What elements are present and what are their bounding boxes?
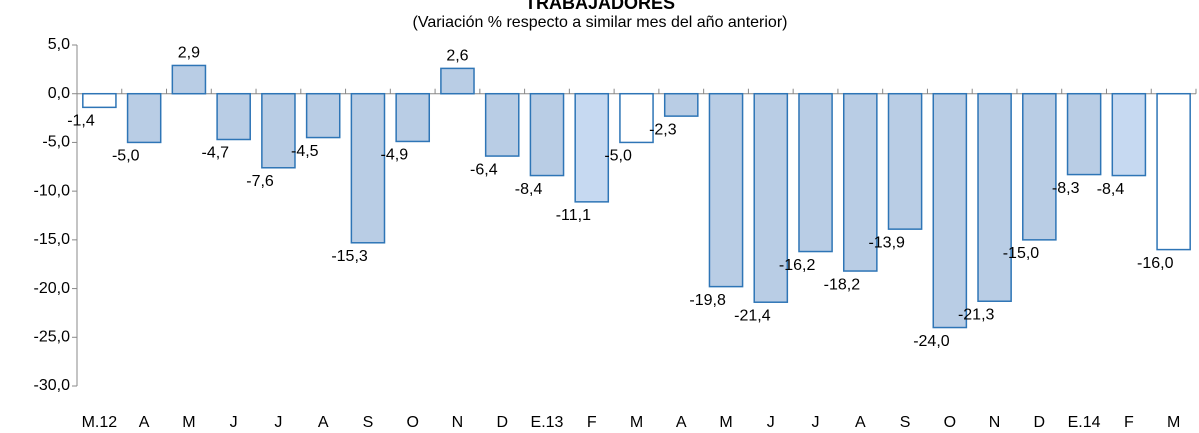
value-label: -6,4 [470, 161, 498, 178]
bar [1111, 92, 1147, 177]
y-tick-label: -15,0 [34, 231, 71, 248]
bar [619, 92, 654, 144]
bar [1022, 92, 1057, 241]
bar [663, 92, 699, 117]
value-label: -18,2 [824, 276, 861, 293]
bar [350, 92, 386, 244]
value-label: -4,9 [381, 147, 409, 164]
bar [932, 92, 968, 329]
x-tick-label: J [812, 414, 820, 431]
value-label: 2,9 [178, 45, 200, 62]
chart-subtitle: (Variación % respecto a similar mes del … [413, 14, 788, 31]
value-label: -15,0 [1003, 245, 1040, 262]
x-tick-label: E.14 [1068, 414, 1101, 431]
x-tick-label: M [1167, 414, 1180, 431]
value-label: -13,9 [868, 234, 905, 251]
x-tick-label: F [587, 414, 597, 431]
x-tick-label: A [676, 414, 687, 431]
x-tick-label: J [767, 414, 775, 431]
value-label: -1,4 [67, 113, 95, 130]
x-tick-label: A [139, 414, 150, 431]
x-tick-label: O [406, 414, 418, 431]
x-tick-label: D [496, 414, 508, 431]
value-label: -4,5 [291, 143, 319, 160]
y-tick-label: 0,0 [48, 85, 70, 102]
bar [440, 67, 475, 95]
x-tick-label: F [1124, 414, 1134, 431]
value-label: -8,3 [1052, 180, 1080, 197]
bar [216, 92, 251, 141]
bar [171, 64, 207, 95]
value-label: -8,4 [1097, 181, 1125, 198]
bar [574, 92, 610, 203]
x-tick-label: M [719, 414, 732, 431]
value-label: -16,0 [1137, 255, 1174, 272]
value-label: -11,1 [556, 207, 591, 224]
bar [977, 92, 1012, 302]
x-tick-label: J [274, 414, 282, 431]
value-label: -7,6 [246, 173, 274, 190]
x-tick-label: O [944, 414, 956, 431]
value-label: -8,4 [515, 181, 543, 198]
bar [753, 92, 789, 303]
bar [798, 92, 833, 253]
bar [1066, 92, 1102, 176]
bar [1156, 92, 1191, 251]
value-label: -5,0 [112, 148, 140, 165]
bar [842, 92, 878, 272]
value-label: -16,2 [779, 257, 816, 274]
bar [261, 92, 296, 169]
value-label: -2,3 [649, 121, 677, 138]
y-tick-label: -5,0 [42, 134, 70, 151]
y-tick-label: 5,0 [48, 36, 70, 53]
y-tick-label: -20,0 [34, 280, 71, 297]
value-label: 2,6 [446, 48, 468, 65]
x-tick-label: S [900, 414, 911, 431]
value-label: -5,0 [604, 148, 632, 165]
chart-title: TRABAJADORES [525, 0, 675, 13]
x-tick-label: N [989, 414, 1001, 431]
x-tick-label: J [230, 414, 238, 431]
bar [126, 92, 162, 144]
x-tick-label: N [452, 414, 464, 431]
x-tick-label: S [363, 414, 374, 431]
y-tick-label: -25,0 [34, 329, 71, 346]
bar [395, 92, 431, 143]
value-label: -24,0 [913, 333, 950, 350]
x-tick-label: M.12 [82, 414, 118, 431]
x-tick-label: M [630, 414, 643, 431]
x-tick-label: E.13 [531, 414, 564, 431]
x-tick-label: A [855, 414, 866, 431]
bar [82, 92, 117, 109]
bar [529, 92, 565, 177]
x-tick-label: D [1034, 414, 1046, 431]
value-label: -21,3 [958, 306, 995, 323]
bar [708, 92, 744, 288]
bar [887, 92, 923, 230]
x-tick-label: M [182, 414, 195, 431]
bar [305, 92, 341, 139]
y-tick-label: -30,0 [34, 377, 71, 394]
value-label: -15,3 [331, 248, 368, 265]
value-label: -21,4 [734, 307, 771, 324]
value-label: -4,7 [201, 145, 229, 162]
value-label: -19,8 [689, 292, 726, 309]
y-tick-label: -10,0 [34, 182, 71, 199]
x-tick-label: A [318, 414, 329, 431]
bar [484, 92, 520, 157]
